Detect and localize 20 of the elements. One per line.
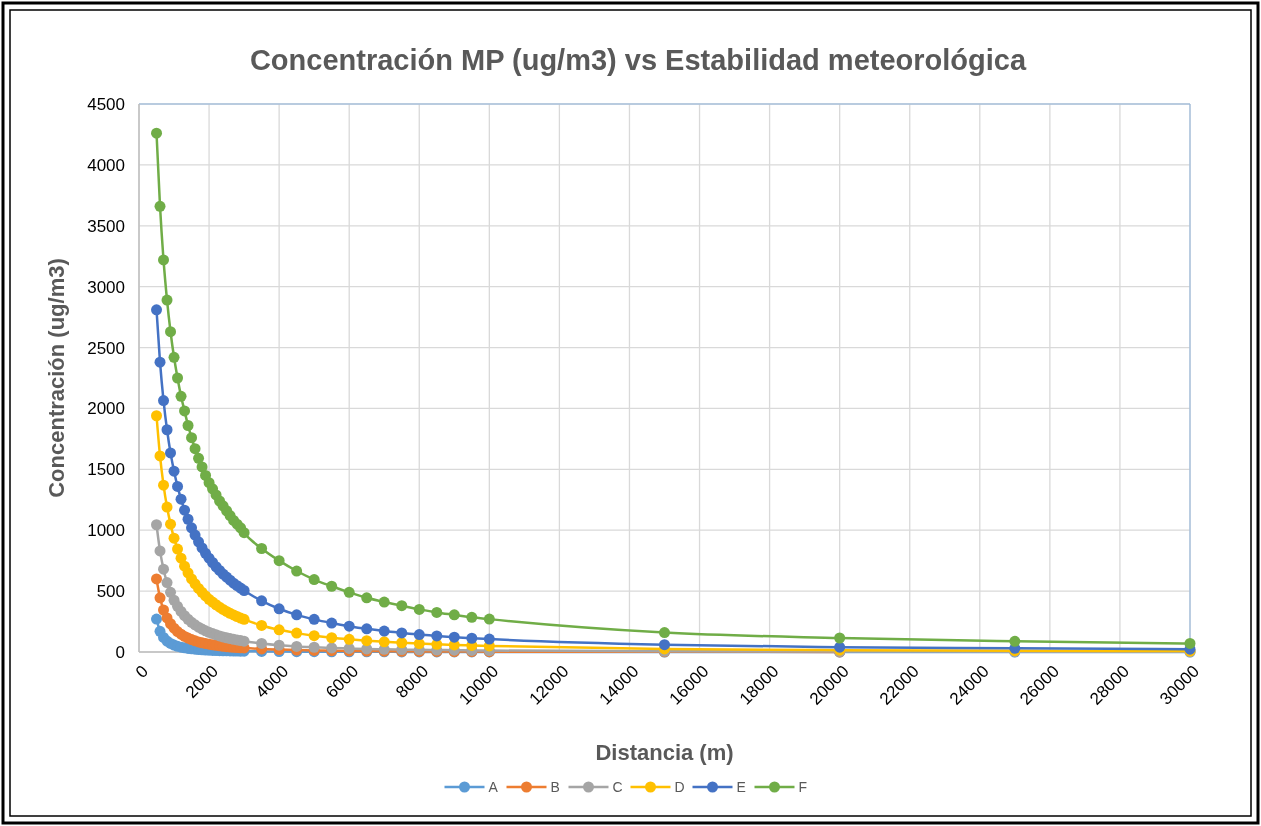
y-tick-label: 3000 (87, 277, 125, 297)
legend-label: A (488, 778, 499, 795)
y-tick-label: 2000 (87, 399, 125, 419)
legend-label: B (550, 778, 560, 795)
y-tick-label: 500 (96, 582, 125, 602)
legend-label: E (736, 778, 746, 795)
legend-label: D (674, 778, 685, 795)
y-tick-label: 1000 (87, 521, 125, 541)
y-tick-label: 1500 (87, 460, 125, 480)
y-axis-title: Concentración (ug/m3) (44, 258, 69, 498)
chart-title: Concentración MP (ug/m3) vs Estabilidad meteorológica (249, 44, 1027, 76)
y-tick-label: 3500 (87, 216, 125, 236)
y-tick-label: 4500 (87, 94, 125, 114)
y-tick-label: 0 (115, 642, 125, 662)
x-tick-label: 0 (131, 661, 153, 682)
legend-label: F (798, 778, 808, 795)
legend-label: C (612, 778, 623, 795)
y-tick-label: 2500 (87, 338, 125, 358)
x-axis-title: Distancia (m) (595, 740, 734, 765)
y-tick-label: 4000 (87, 155, 125, 175)
